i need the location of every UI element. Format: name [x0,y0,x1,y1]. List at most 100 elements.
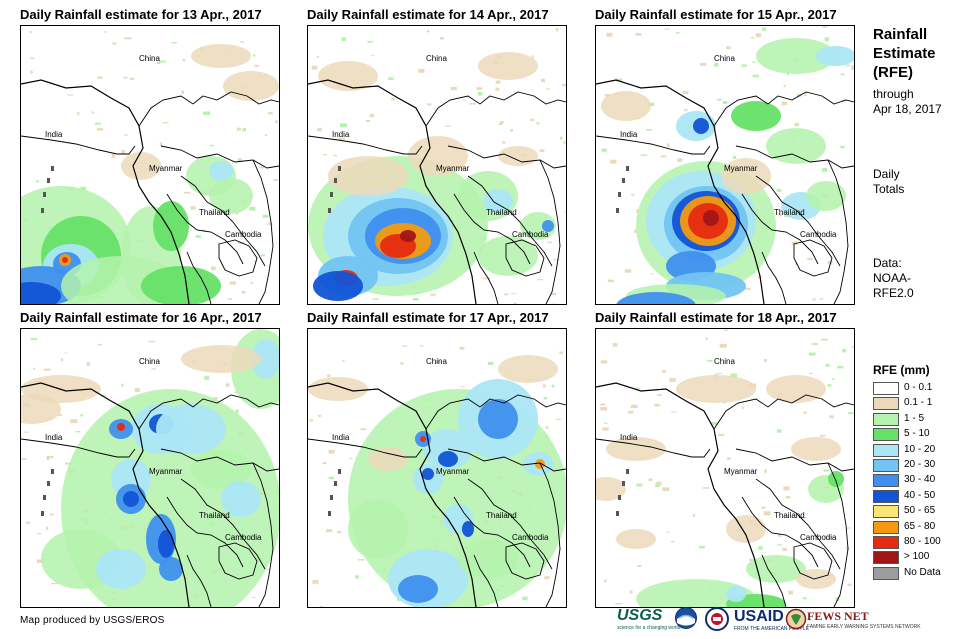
panel-title: Daily Rainfall estimate for 17 Apr., 201… [307,310,549,325]
sidebar-title-line: (RFE) [873,64,913,81]
rainfall-area [828,471,844,487]
country-label-india: India [45,130,63,139]
rainfall-area [251,339,279,379]
border-line [160,145,279,169]
rainfall-area [478,52,538,80]
rainfall-area [408,136,468,176]
legend-swatch [873,566,899,580]
panel-title: Daily Rainfall estimate for 16 Apr., 201… [20,310,262,325]
map-credit: Map produced by USGS/EROS [20,615,165,626]
country-label-india: India [45,433,63,442]
map-canvas [21,31,279,304]
rainfall-area [368,447,408,471]
country-label-thailand: Thailand [199,511,230,520]
country-label-cambodia: Cambodia [225,533,262,542]
sidebar-daily: Daily Totals [873,167,904,197]
border-line [218,239,258,277]
rainfall-area [693,118,709,134]
border-line [308,438,423,458]
rainfall-area [721,158,771,194]
legend-label: > 100 [904,551,930,563]
rainfall-area [159,557,183,581]
legend-label: 1 - 5 [904,412,925,424]
map-canvas [596,26,854,304]
border-line [713,394,854,430]
rainfall-area [117,423,125,431]
rainfall-area [616,529,656,549]
rainfall-map: China India Myanmar Thailand Cambodia [20,328,280,608]
legend-label: 20 - 30 [904,458,936,470]
country-label-china: China [426,357,447,366]
fews-net-tagline: FAMINE EARLY WARNING SYSTEMS NETWORK [807,624,921,630]
rainfall-area [223,71,279,101]
border-line [160,448,279,472]
island [43,192,46,197]
country-label-china: China [139,54,160,63]
panel-title: Daily Rainfall estimate for 14 Apr., 201… [307,7,549,22]
sidebar-title-line: Rainfall [873,26,928,43]
rainfall-area [636,579,756,607]
coastline [186,554,212,607]
panel-title: Daily Rainfall estimate for 15 Apr., 201… [595,7,837,22]
coastline [596,382,765,607]
coastline [761,554,787,607]
rainfall-map: China India Myanmar Thailand Cambodia [307,25,567,305]
coastline [596,79,765,304]
through-date: Apr 18, 2017 [873,102,942,116]
rainfall-area [158,530,174,558]
rainfall-area [816,46,854,66]
coastline [539,159,561,304]
coastline [539,462,561,607]
island [47,481,50,486]
island [47,178,50,183]
rainfall-area [398,575,438,603]
usaid-wordmark: USAID [734,608,784,625]
sidebar-through: through Apr 18, 2017 [873,87,942,117]
border-line [166,496,244,568]
country-label-myanmar: Myanmar [149,164,183,173]
rainfall-area [438,451,458,467]
island [41,511,44,516]
island [334,178,337,183]
legend-label: 5 - 10 [904,428,930,440]
rainfall-area [121,152,161,180]
country-label-myanmar: Myanmar [724,164,758,173]
country-label-thailand: Thailand [199,208,230,217]
rainfall-area [478,236,538,276]
legend-label: 0 - 0.1 [904,382,933,393]
map-canvas [308,345,566,607]
island [330,192,333,197]
island [616,511,619,516]
rainfall-area [191,44,251,68]
map-panel-apr16: Daily Rainfall estimate for 16 Apr., 201… [20,308,280,608]
rainfall-area [676,375,756,403]
island [330,495,333,500]
border-line [741,496,819,568]
rainfall-area [420,436,426,442]
rainfall-area [498,355,558,383]
rainfall-area [746,555,806,583]
coastline [308,79,477,304]
rainfall-map: China India Myanmar Thailand Cambodia [595,328,855,608]
rainfall-area [153,201,189,251]
legend-swatch [873,474,899,488]
border-line [596,438,711,458]
daily-line: Totals [873,182,905,196]
map-panel-apr15: Daily Rainfall estimate for 15 Apr., 201… [595,5,855,305]
island [626,166,629,171]
coastline [21,79,190,304]
coastline [252,159,274,304]
rainfall-area [308,377,368,401]
legend-swatch [873,520,899,534]
island [328,208,331,213]
map-panel-apr18: Daily Rainfall estimate for 18 Apr., 201… [595,308,855,608]
rainfall-area [181,345,261,373]
coastline [761,251,787,304]
legend-label: 30 - 40 [904,474,936,486]
rainfall-area [328,156,408,196]
border-line [138,394,279,430]
island [334,481,337,486]
map-canvas [308,27,566,304]
legend-label: 0.1 - 1 [904,397,933,409]
rainfall-area [542,220,554,232]
